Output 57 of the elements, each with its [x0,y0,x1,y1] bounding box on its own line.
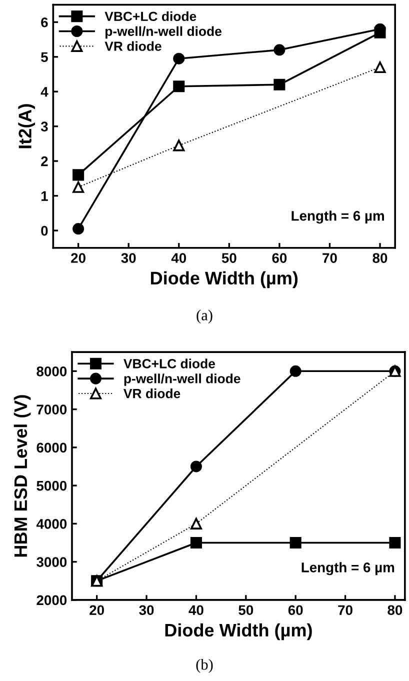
x-tick-label: 20 [90,605,104,616]
y-axis-title: HBM ESD Level (V) [14,395,31,557]
y-tick-label: 2 [41,156,48,166]
x-tick-label: 50 [238,605,254,616]
legend-label: VR diode [104,41,162,51]
legend-label: VBC+LC diode [124,358,215,368]
x-tick-label: 40 [188,605,204,616]
x-tick-label: 70 [338,605,352,616]
x-tick-label: 30 [121,253,136,263]
point [274,78,286,90]
x-tick-label: 80 [372,253,388,263]
y-axis-title: It2(A) [18,104,36,148]
x-tick-label: 60 [288,605,303,616]
y-tick-label: 5 [41,52,48,62]
point [173,140,185,152]
x-tick-label: 30 [139,605,154,616]
y-tick-label: 0 [41,226,48,236]
y-tick-label: 3 [40,122,48,132]
annotation: Length = 6 µm [292,210,384,224]
point [190,460,202,472]
text: (a) [196,310,212,324]
x-tick-label: 20 [71,253,86,263]
legend-label: VR diode [124,388,180,398]
x-tick-label: 80 [388,605,402,616]
point [274,44,286,56]
x-tick-label: 40 [171,253,186,263]
legend-label: p-well/n-well diode [124,374,240,386]
y-tick-label: 6000 [36,442,67,453]
y-tick-label: 1 [41,191,48,201]
point [72,181,84,193]
x-tick-label: 50 [222,253,236,263]
point [374,62,386,74]
y-tick-label: 8000 [36,366,67,376]
text: (b) [196,658,213,673]
y-tick-label: 3000 [36,557,67,568]
point [72,169,84,181]
y-tick-label: 5000 [36,480,67,491]
point [190,518,202,530]
point [290,536,302,549]
legend-label: VBC+LC diode [104,11,196,22]
annotation: Length = 6 µm [302,562,394,576]
y-tick-label: 4000 [36,519,67,529]
point [173,52,185,64]
y-tick-label: 4 [40,87,48,97]
point [389,536,401,549]
legend-label: p-well/n-well diode [106,26,222,39]
y-tick-label: 6 [41,17,48,28]
point [190,536,202,549]
y-tick-label: 2000 [36,595,67,606]
y-tick-label: 7000 [36,404,67,414]
point [290,365,302,377]
point [72,223,84,235]
x-tick-label: 70 [322,253,337,263]
x-tick-label: 60 [272,253,287,263]
x-axis-title: Diode Width (µm) [165,623,312,640]
x-axis-title: Diode Width (µm) [151,271,298,288]
point [173,80,185,92]
